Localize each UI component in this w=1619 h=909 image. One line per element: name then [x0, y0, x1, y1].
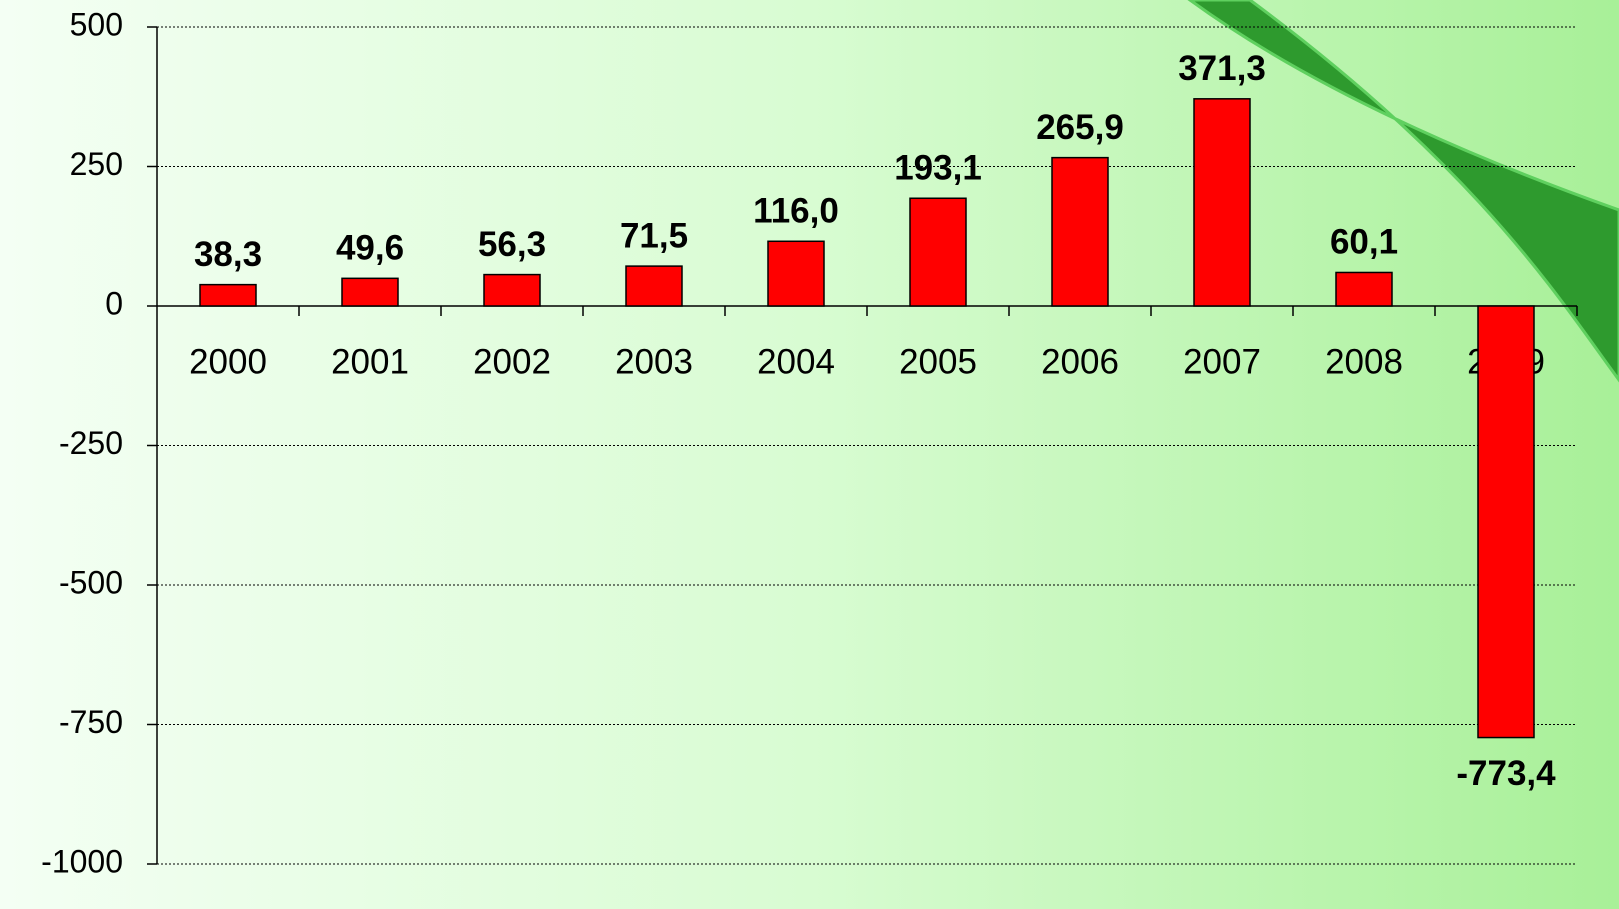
y-tick-label: -1000: [41, 843, 123, 879]
y-tick-label: 0: [105, 285, 123, 321]
value-label: 116,0: [753, 192, 839, 231]
value-label: 60,1: [1330, 223, 1398, 262]
bar: [625, 265, 683, 307]
bar: [341, 277, 399, 307]
x-tick-label: 2003: [615, 342, 693, 381]
x-tick-label: 2000: [189, 342, 267, 381]
y-tick-label: 500: [70, 6, 123, 42]
bar: [1193, 98, 1251, 307]
bar: [909, 197, 967, 307]
value-label: 193,1: [894, 149, 982, 188]
value-label: 38,3: [194, 235, 262, 274]
value-label: 49,6: [336, 229, 404, 268]
value-label: 265,9: [1036, 108, 1124, 147]
y-tick-label: -750: [59, 704, 123, 740]
bar: [483, 273, 541, 307]
y-tick-label: -250: [59, 425, 123, 461]
bar: [767, 240, 825, 307]
x-tick-label: 2007: [1183, 342, 1261, 381]
bar: [1051, 156, 1109, 307]
bar: [1335, 271, 1393, 307]
value-label: -773,4: [1456, 754, 1556, 793]
x-tick-label: 2008: [1325, 342, 1403, 381]
x-tick-label: 2004: [757, 342, 835, 381]
value-label: 71,5: [620, 216, 688, 255]
x-tick-label: 2005: [899, 342, 977, 381]
x-tick-label: 2001: [331, 342, 409, 381]
value-label: 56,3: [478, 225, 546, 264]
bar: [199, 283, 257, 307]
value-label: 371,3: [1178, 49, 1266, 88]
y-tick-label: 250: [70, 146, 123, 182]
bar: [1477, 305, 1535, 739]
x-tick-label: 2002: [473, 342, 551, 381]
y-tick-label: -500: [59, 564, 123, 600]
x-tick-label: 2006: [1041, 342, 1119, 381]
